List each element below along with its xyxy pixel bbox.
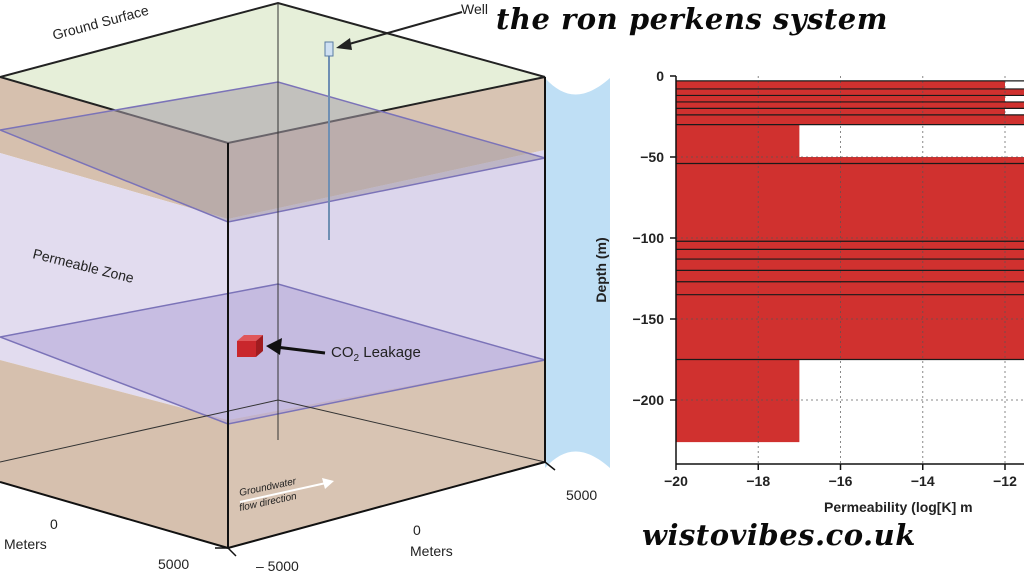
x-axis-label: Permeability (log[K] m: [824, 499, 973, 515]
leak-label-sub: 2: [354, 353, 360, 364]
well-head-icon: [324, 41, 334, 57]
well-arrow: [341, 11, 463, 47]
well-label: Well: [461, 1, 488, 17]
x-tick-label: −14: [911, 473, 935, 489]
axis-a-end-label: 5000: [158, 556, 189, 572]
permeability-bar: [676, 163, 1024, 360]
y-tick-label: −150: [632, 311, 664, 327]
y-tick-label: −100: [632, 230, 664, 246]
x-tick-label: −16: [829, 473, 853, 489]
permeability-bar: [676, 101, 1024, 109]
y-axis-label: Depth (m): [593, 237, 609, 302]
x-tick-label: −20: [664, 473, 688, 489]
flow-arrowhead-icon: [322, 478, 334, 489]
leak-label: CO2 Leakage: [331, 344, 421, 364]
y-tick-label: −50: [640, 149, 664, 165]
y-tick-label: 0: [656, 68, 664, 84]
leak-label-suffix: Leakage: [359, 344, 421, 361]
permeability-bar: [676, 114, 1024, 125]
watermark-site: wistovibes.co.uk: [642, 518, 916, 552]
axis-a-zero-label: 0: [50, 516, 58, 532]
axis-a-unit-label: Meters: [4, 536, 47, 552]
permeability-bar: [676, 95, 1005, 102]
layer-boundaries: [676, 80, 1024, 361]
permeability-bar: [676, 359, 800, 443]
leak-cube-side: [256, 335, 263, 357]
leak-cube-top: [237, 335, 263, 341]
leak-cube-front: [237, 341, 256, 357]
layer-bars: [676, 80, 1024, 443]
soil-lower-left: [0, 360, 228, 548]
flow-arrow: [239, 482, 327, 503]
axis-b-zero-label: 0: [413, 522, 421, 538]
axis-tick: [544, 461, 556, 471]
leak-label-co: CO: [331, 344, 354, 361]
leak-arrowhead-icon: [266, 338, 282, 355]
well-arrowhead-icon: [336, 38, 352, 50]
bottom-left-edge: [0, 481, 229, 549]
axis-b-right-label: 5000: [566, 487, 597, 503]
chart-ticks: 0 −50 −100 −150 −200 −20 −18 −16 −14 −12: [632, 68, 1017, 489]
permeability-bar: [676, 80, 1005, 89]
y-tick-label: −200: [632, 392, 664, 408]
connector-band: [545, 78, 610, 468]
axis-b-unit-label: Meters: [410, 543, 453, 559]
back-bottom-left: [0, 399, 279, 463]
bottom-right-edge: [227, 461, 546, 549]
leak-arrow: [275, 345, 326, 355]
permeability-bar: [676, 124, 800, 157]
axis-b-left-label: – 5000: [256, 558, 299, 574]
x-tick-label: −12: [993, 473, 1017, 489]
permeability-bar: [676, 157, 1024, 164]
watermark-title: the ron perkens system: [496, 2, 888, 36]
permeability-bar: [676, 88, 1024, 96]
axis-tick: [227, 547, 237, 557]
x-tick-label: −18: [746, 473, 770, 489]
back-bottom-right: [277, 399, 546, 463]
chart-grid: [676, 76, 1024, 464]
